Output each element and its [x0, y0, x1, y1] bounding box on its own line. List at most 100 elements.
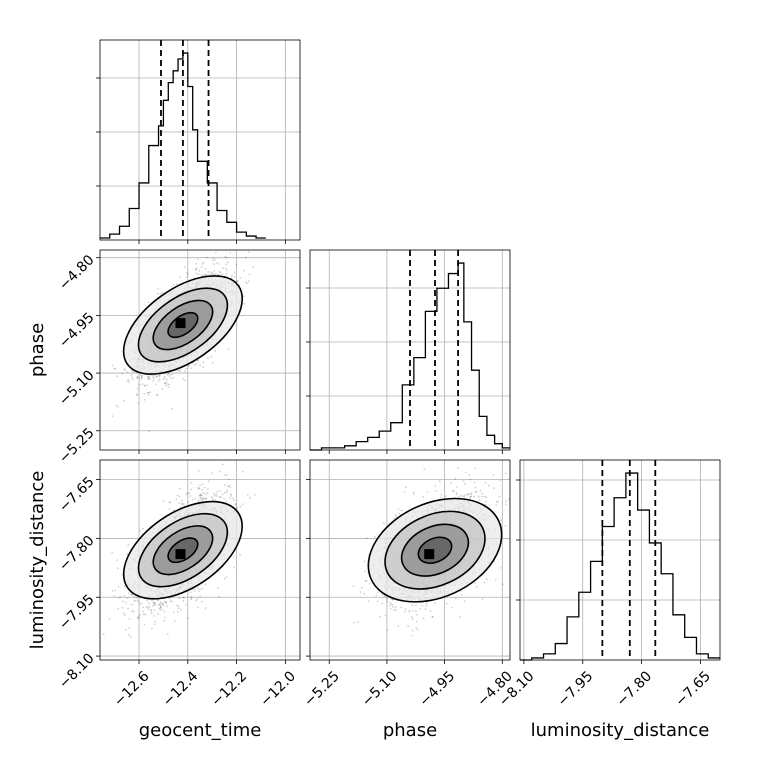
sample-point [128, 618, 131, 621]
sample-point [129, 635, 132, 638]
sample-point [147, 391, 149, 394]
sample-point [170, 373, 173, 376]
sample-point [225, 576, 228, 578]
sample-point [197, 258, 200, 261]
sample-point [246, 494, 249, 496]
sample-point [143, 399, 146, 401]
sample-point [197, 499, 200, 502]
sample-point [149, 391, 152, 394]
sample-point [213, 273, 216, 276]
sample-point [199, 494, 202, 496]
sample-point [136, 616, 139, 619]
sample-point [199, 494, 201, 497]
sample-point [191, 498, 194, 501]
sample-point [162, 604, 165, 607]
sample-point [235, 503, 237, 506]
sample-point [229, 251, 232, 254]
sample-point [184, 266, 186, 269]
sample-point [190, 597, 193, 600]
sample-point [160, 605, 163, 608]
sample-point [155, 383, 158, 386]
sample-point [153, 377, 155, 380]
sample-point [165, 381, 168, 383]
sample-point [141, 383, 144, 386]
sample-point [194, 268, 197, 270]
sample-point [242, 269, 245, 272]
sample-point [233, 566, 236, 569]
sample-point [156, 393, 158, 396]
sample-point [196, 606, 199, 609]
sample-point [226, 261, 229, 264]
sample-point [233, 271, 236, 274]
sample-point [156, 293, 159, 295]
sample-point [207, 357, 209, 360]
sample-point [211, 361, 214, 364]
sample-point [136, 376, 139, 378]
sample-point [118, 597, 120, 599]
sample-point [115, 404, 118, 407]
panel-1-1 [306, 249, 511, 454]
sample-point [176, 494, 179, 497]
sample-point [156, 599, 159, 602]
sample-point [226, 474, 228, 477]
sample-point [230, 493, 233, 495]
sample-point [214, 258, 216, 261]
sample-point [151, 379, 154, 382]
sample-point [139, 374, 142, 377]
sample-point [130, 593, 132, 596]
sample-point [170, 600, 173, 603]
sample-point [114, 367, 117, 370]
sample-point [239, 277, 242, 279]
sample-point [117, 406, 119, 408]
sample-point [108, 618, 111, 620]
sample-point [142, 606, 145, 609]
sample-point [177, 369, 180, 372]
sample-point [150, 612, 153, 615]
sample-point [125, 601, 127, 604]
sample-point [153, 374, 156, 377]
scatter-geocent_time-phase [111, 251, 255, 433]
sample-point [190, 488, 193, 491]
sample-point [183, 370, 186, 373]
sample-point [154, 602, 156, 604]
sample-point [164, 377, 167, 379]
sample-point [219, 495, 222, 498]
sample-point [189, 591, 192, 593]
sample-point [248, 496, 251, 499]
sample-point [195, 272, 198, 275]
sample-point [185, 367, 188, 370]
sample-point [154, 603, 157, 606]
sample-point [177, 605, 180, 608]
sample-point [166, 383, 169, 385]
sample-point [224, 255, 227, 258]
sample-point [225, 272, 228, 275]
sample-point [159, 604, 162, 607]
sample-point [207, 480, 210, 483]
sample-point [140, 378, 143, 380]
panel-frame [519, 459, 721, 661]
sample-point [139, 603, 141, 606]
sample-point [147, 393, 150, 396]
sample-point [172, 509, 175, 512]
sample-point [178, 597, 181, 599]
sample-point [142, 613, 145, 616]
sample-point [193, 588, 196, 591]
sample-point [223, 577, 226, 580]
sample-point [143, 392, 146, 395]
sample-point [162, 378, 165, 381]
sample-point [159, 602, 161, 605]
sample-point [210, 496, 213, 498]
sample-point [225, 263, 227, 266]
sample-point [132, 610, 135, 613]
sample-point [190, 598, 192, 600]
sample-point [218, 595, 221, 598]
sample-point [248, 273, 251, 276]
sample-point [213, 493, 215, 495]
sample-point [147, 376, 150, 379]
sample-point [102, 633, 105, 636]
sample-point [197, 273, 200, 276]
sample-point [148, 602, 150, 605]
sample-point [111, 590, 114, 592]
sample-point [165, 601, 168, 604]
sample-point [151, 599, 153, 602]
